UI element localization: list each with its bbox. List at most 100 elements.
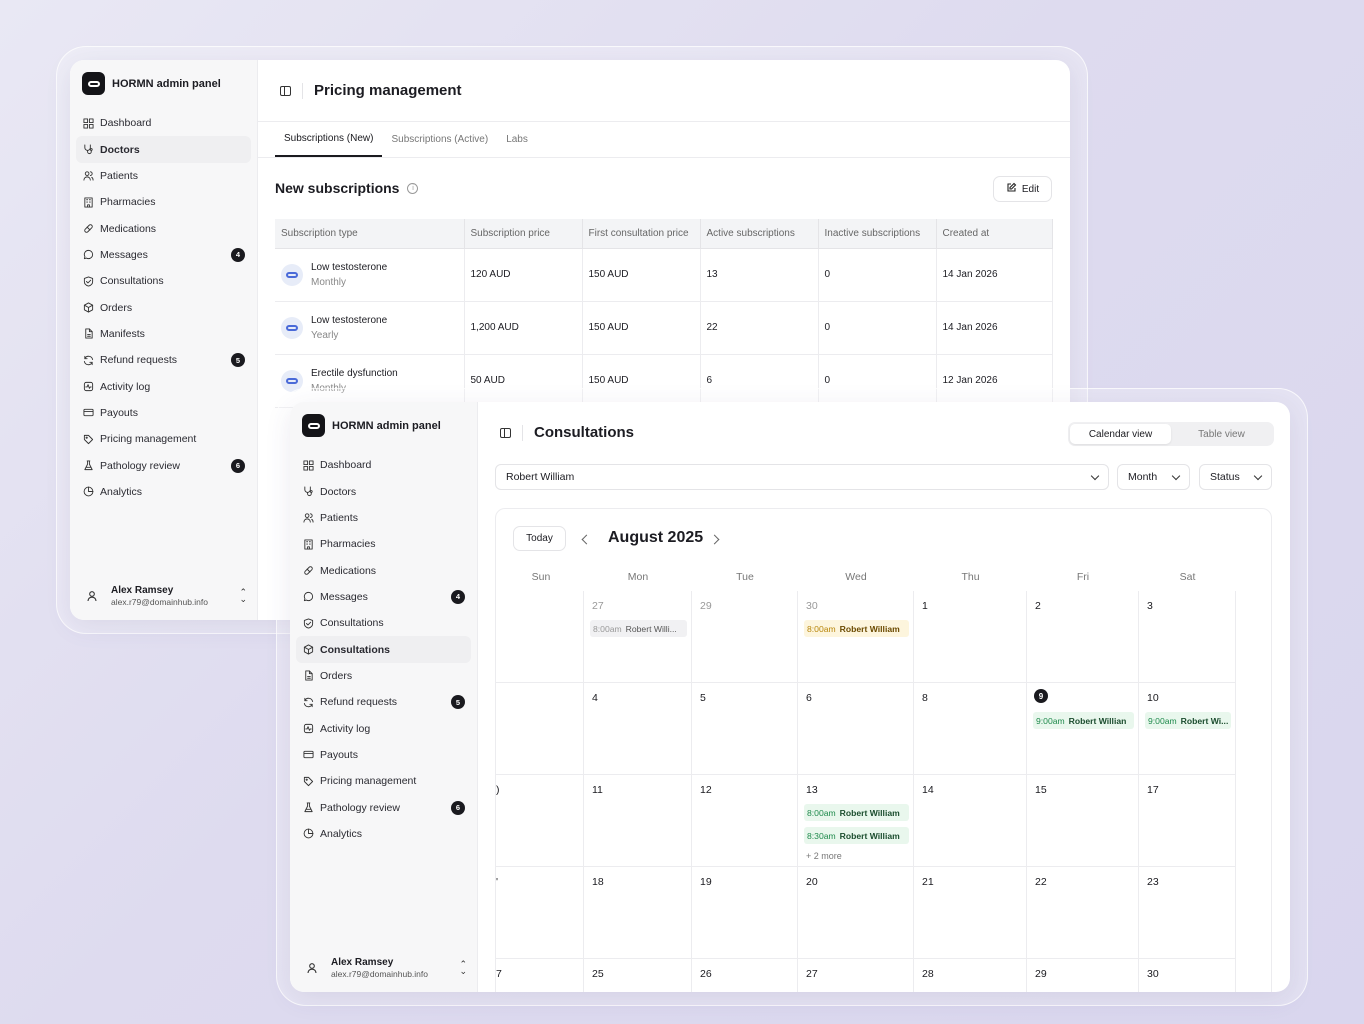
sidebar-item-dashboard[interactable]: Dashboard: [296, 452, 471, 478]
calendar-day-cell[interactable]: [496, 591, 584, 683]
sidebar-item-payouts[interactable]: Payouts: [296, 742, 471, 768]
sidebar-item-label: Payouts: [100, 406, 138, 419]
calendar-day-cell[interactable]: 4: [584, 683, 692, 775]
more-events-link[interactable]: + 2 more: [806, 851, 842, 861]
sidebar-item-doctors[interactable]: Doctors: [76, 136, 251, 163]
day-number: 26: [700, 968, 712, 980]
sidebar-item-manifests[interactable]: Manifests: [76, 321, 251, 347]
sidebar-item-pathology-review[interactable]: Pathology review 6: [296, 794, 471, 820]
calendar-day-cell[interactable]: ): [496, 775, 584, 867]
sidebar-item-patients[interactable]: Patients: [76, 163, 251, 189]
sidebar-toggle-icon[interactable]: [280, 85, 291, 96]
calendar-day-cell[interactable]: 28: [914, 959, 1027, 992]
sidebar-toggle-icon[interactable]: [500, 427, 511, 438]
sidebar-item-pharmacies[interactable]: Pharmacies: [76, 189, 251, 215]
calendar-event[interactable]: 8:00am Robert William: [804, 620, 909, 637]
calendar-event[interactable]: 8:00am Robert William: [804, 804, 909, 821]
sidebar-item-pharmacies[interactable]: Pharmacies: [296, 531, 471, 557]
calendar-day-cell[interactable]: 22: [1027, 867, 1139, 959]
calendar-day-cell[interactable]: 13 8:00am Robert William 8:30am Robert Willi…: [798, 775, 914, 867]
table-row[interactable]: Erectile dysfunction Monthly 50 AUD 150 AUD…: [275, 354, 1053, 408]
sidebar-item-doctors[interactable]: Doctors: [296, 478, 471, 504]
front-sidebar: HORMN admin panel Dashboard Doctors Patien…: [290, 402, 478, 992]
table-row[interactable]: Low testosterone Monthly 120 AUD 150 AUD 13 0…: [275, 248, 1053, 302]
package-icon: [302, 644, 314, 656]
calendar-day-cell[interactable]: 3: [1139, 591, 1236, 683]
calendar-day-cell[interactable]: 20: [798, 867, 914, 959]
calendar-day-cell[interactable]: 5: [692, 683, 798, 775]
sidebar-item-medications[interactable]: Medications: [296, 557, 471, 583]
sidebar-item-analytics[interactable]: Analytics: [76, 479, 251, 505]
tab-subscriptions-new[interactable]: Subscriptions (New): [275, 122, 383, 157]
calendar-day-cell[interactable]: 11: [584, 775, 692, 867]
sidebar-item-patients[interactable]: Patients: [296, 505, 471, 531]
calendar-day-cell[interactable]: 10 9:00am Robert Wi...: [1139, 683, 1236, 775]
calendar-day-cell[interactable]: [496, 683, 584, 775]
status-select-value: Status: [1210, 471, 1240, 483]
calendar-view-button[interactable]: Calendar view: [1070, 424, 1171, 444]
col-created-at: Created at: [936, 219, 1053, 249]
calendar-event[interactable]: 8:30am Robert William: [804, 827, 909, 844]
sidebar-item-refund-requests[interactable]: Refund requests 5: [296, 689, 471, 715]
calendar-day-cell[interactable]: 18: [584, 867, 692, 959]
sidebar-item-refund-requests[interactable]: Refund requests 5: [76, 347, 251, 373]
sidebar-item-activity-log[interactable]: Activity log: [76, 373, 251, 399]
calendar-event[interactable]: 8:00am Robert Willi...: [590, 620, 687, 637]
calendar-day-cell[interactable]: 15: [1027, 775, 1139, 867]
calendar-day-cell[interactable]: 27: [798, 959, 914, 992]
calendar-event[interactable]: 9:00am Robert Willian: [1033, 712, 1134, 729]
sidebar-item-orders[interactable]: Orders: [76, 294, 251, 320]
calendar-day-cell[interactable]: 29: [692, 591, 798, 683]
sidebar-item-consultations[interactable]: Consultations: [76, 268, 251, 294]
tab-labs[interactable]: Labs: [506, 134, 528, 145]
sidebar-item-messages[interactable]: Messages 4: [296, 584, 471, 610]
calendar-day-cell[interactable]: 30 8:00am Robert William: [798, 591, 914, 683]
sidebar-item-medications[interactable]: Medications: [76, 215, 251, 241]
sidebar-item-payouts[interactable]: Payouts: [76, 400, 251, 426]
table-view-button[interactable]: Table view: [1198, 428, 1245, 440]
calendar-day-cell[interactable]: 17: [1139, 775, 1236, 867]
doctor-select[interactable]: Robert William: [495, 464, 1109, 490]
calendar-day-cell[interactable]: ': [496, 867, 584, 959]
table-row[interactable]: Low testosterone Yearly 1,200 AUD 150 AUD 22…: [275, 301, 1053, 355]
calendar-day-cell[interactable]: 2: [1027, 591, 1139, 683]
calendar-day-cell[interactable]: 29: [1027, 959, 1139, 992]
calendar-day-cell[interactable]: 26: [692, 959, 798, 992]
weekday-wed: Wed: [845, 571, 867, 583]
calendar-day-cell[interactable]: 1: [914, 591, 1027, 683]
calendar-day-cell[interactable]: 19: [692, 867, 798, 959]
range-select[interactable]: Month: [1117, 464, 1190, 490]
calendar-day-cell[interactable]: 6: [798, 683, 914, 775]
sidebar-item-messages[interactable]: Messages 4: [76, 242, 251, 268]
sidebar-item-consultations[interactable]: Consultations: [296, 636, 471, 663]
sidebar-item-orders[interactable]: Orders: [296, 663, 471, 689]
calendar-day-cell[interactable]: 23: [1139, 867, 1236, 959]
sidebar-item-consultations[interactable]: Consultations: [296, 610, 471, 636]
front-user-menu[interactable]: Alex Ramsey alex.r79@domainhub.info ⌃ ⌄: [302, 957, 467, 979]
tab-subscriptions-active[interactable]: Subscriptions (Active): [391, 134, 489, 145]
calendar-day-cell[interactable]: 27 8:00am Robert Willi...: [584, 591, 692, 683]
today-button[interactable]: Today: [513, 526, 566, 551]
sidebar-item-analytics[interactable]: Analytics: [296, 821, 471, 847]
status-select[interactable]: Status: [1199, 464, 1272, 490]
sidebar-item-label: Pathology review: [100, 459, 180, 472]
calendar-event[interactable]: 9:00am Robert Wi...: [1145, 712, 1231, 729]
sidebar-item-pricing-management[interactable]: Pricing management: [76, 426, 251, 452]
calendar-day-cell[interactable]: 25: [584, 959, 692, 992]
sidebar-item-dashboard[interactable]: Dashboard: [76, 110, 251, 136]
calendar-day-cell[interactable]: 8: [914, 683, 1027, 775]
back-user-menu[interactable]: Alex Ramsey alex.r79@domainhub.info ⌃ ⌄: [82, 585, 247, 607]
calendar-day-cell[interactable]: 30: [1139, 959, 1236, 992]
back-header: Pricing management: [280, 82, 462, 99]
calendar-day-cell[interactable]: 7: [496, 959, 584, 992]
calendar-day-cell[interactable]: 21: [914, 867, 1027, 959]
prev-month-icon[interactable]: [581, 534, 592, 545]
next-month-icon[interactable]: [709, 534, 720, 545]
sidebar-item-activity-log[interactable]: Activity log: [296, 715, 471, 741]
edit-button[interactable]: Edit: [993, 176, 1052, 202]
calendar-day-cell[interactable]: 14: [914, 775, 1027, 867]
sidebar-item-pathology-review[interactable]: Pathology review 6: [76, 452, 251, 478]
calendar-day-cell[interactable]: 9 9:00am Robert Willian: [1027, 683, 1139, 775]
sidebar-item-pricing-management[interactable]: Pricing management: [296, 768, 471, 794]
calendar-day-cell[interactable]: 12: [692, 775, 798, 867]
